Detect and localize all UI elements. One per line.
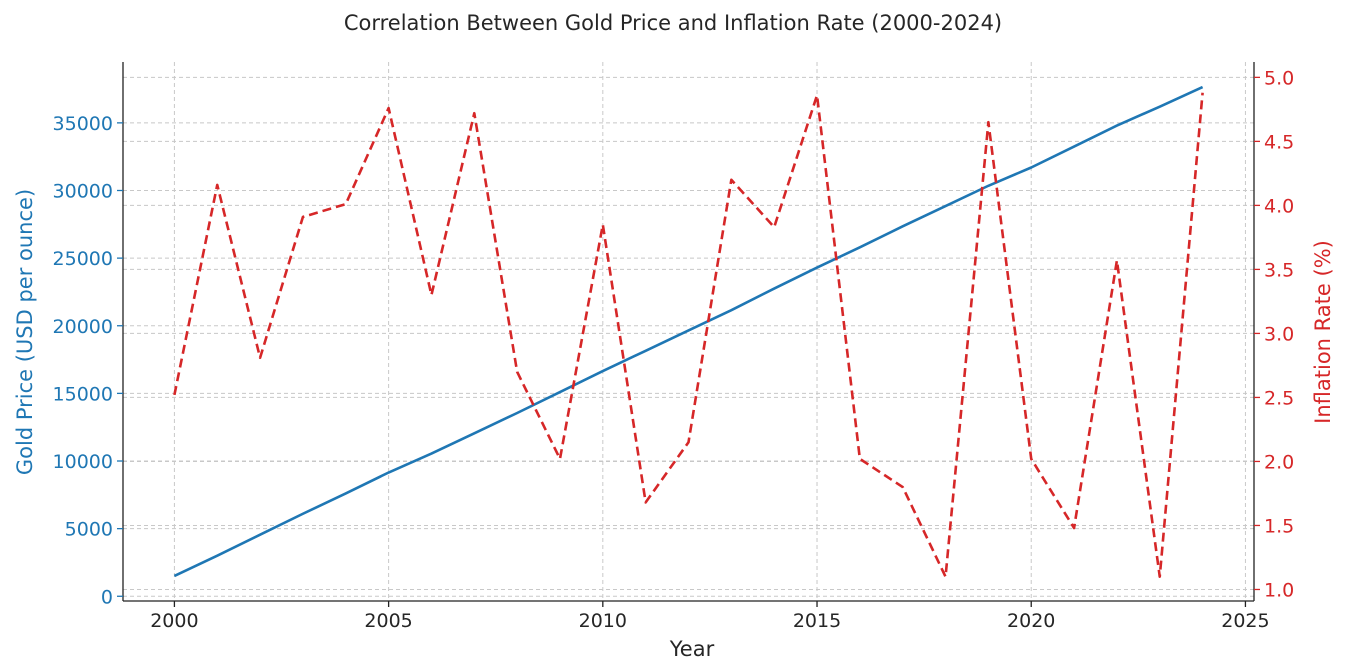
y-tick-label-left: 15000 [53,383,113,405]
x-axis-label: Year [669,637,715,661]
y-tick-label-left: 25000 [53,248,113,270]
series-line-inflation-rate [173,92,1204,578]
y-tick-label-left: 35000 [53,113,113,135]
chart-title: Correlation Between Gold Price and Infla… [344,11,1002,35]
y-tick-label-left: 10000 [53,451,113,473]
y-tick-label-left: 30000 [53,180,113,202]
y-tick-label-right: 1.0 [1264,579,1294,601]
y-tick-label-left: 20000 [53,316,113,338]
y-axis-label-right: Inflation Rate (%) [1311,240,1335,424]
x-tick-label: 2015 [793,610,841,632]
y-tick-label-left: 0 [101,586,113,608]
y-tick-label-right: 5.0 [1264,67,1294,89]
y-tick-label-right: 4.0 [1264,195,1294,217]
x-tick-label: 2025 [1221,610,1269,632]
x-tick-label: 2000 [150,610,198,632]
y-axis-label-left: Gold Price (USD per ounce) [13,189,37,475]
x-tick-label: 2010 [579,610,627,632]
axes: 2000 2005 2010 2015 2020 2025 0 5000 10000 15000 2… [53,62,1294,632]
y-tick-label-right: 4.5 [1264,131,1294,153]
x-tick-label: 2005 [364,610,412,632]
y-tick-label-right: 3.5 [1264,259,1294,281]
y-tick-label-right: 2.0 [1264,451,1294,473]
y-tick-label-right: 2.5 [1264,387,1294,409]
y-tick-label-right: 3.0 [1264,323,1294,345]
series-line-gold-price [173,85,1204,578]
grid [123,62,1254,601]
x-tick-label: 2020 [1007,610,1055,632]
series-layer [173,85,1204,578]
y-tick-label-right: 1.5 [1264,515,1294,537]
y-tick-label-left: 5000 [65,519,113,541]
